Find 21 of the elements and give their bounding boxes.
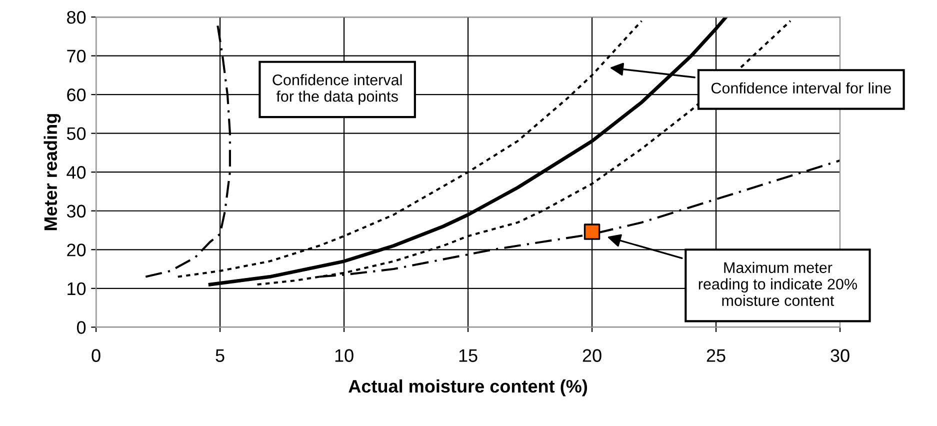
y-tick-label: 30 xyxy=(66,204,86,218)
x-tick-label: 25 xyxy=(706,349,726,362)
x-tick-label: 30 xyxy=(830,349,850,362)
x-tick-label: 10 xyxy=(335,349,354,362)
y-tick-label: 40 xyxy=(66,166,86,179)
x-tick-label: 15 xyxy=(459,349,478,362)
y-tick-label: 50 xyxy=(66,127,86,140)
y-axis-title: Meter reading xyxy=(44,114,61,230)
x-tick-label: 0 xyxy=(92,349,100,362)
x-tick-label: 20 xyxy=(582,349,602,362)
y-tick-label: 80 xyxy=(67,10,86,24)
annotation: Maximum meter reading to indicate 20% moisture content xyxy=(698,262,858,306)
annotation: Confidence interval for the data points xyxy=(272,74,402,105)
x-axis-title: Actual moisture content (%) xyxy=(348,379,588,396)
y-tick-label: 60 xyxy=(67,88,86,102)
annotation: Confidence interval for line xyxy=(711,82,891,94)
y-tick-label: 10 xyxy=(68,282,86,296)
y-tick-label: 20 xyxy=(67,244,86,256)
y-tick-label: 0 xyxy=(76,321,86,334)
y-tick-label: 70 xyxy=(67,50,86,63)
x-tick-label: 5 xyxy=(216,349,224,362)
